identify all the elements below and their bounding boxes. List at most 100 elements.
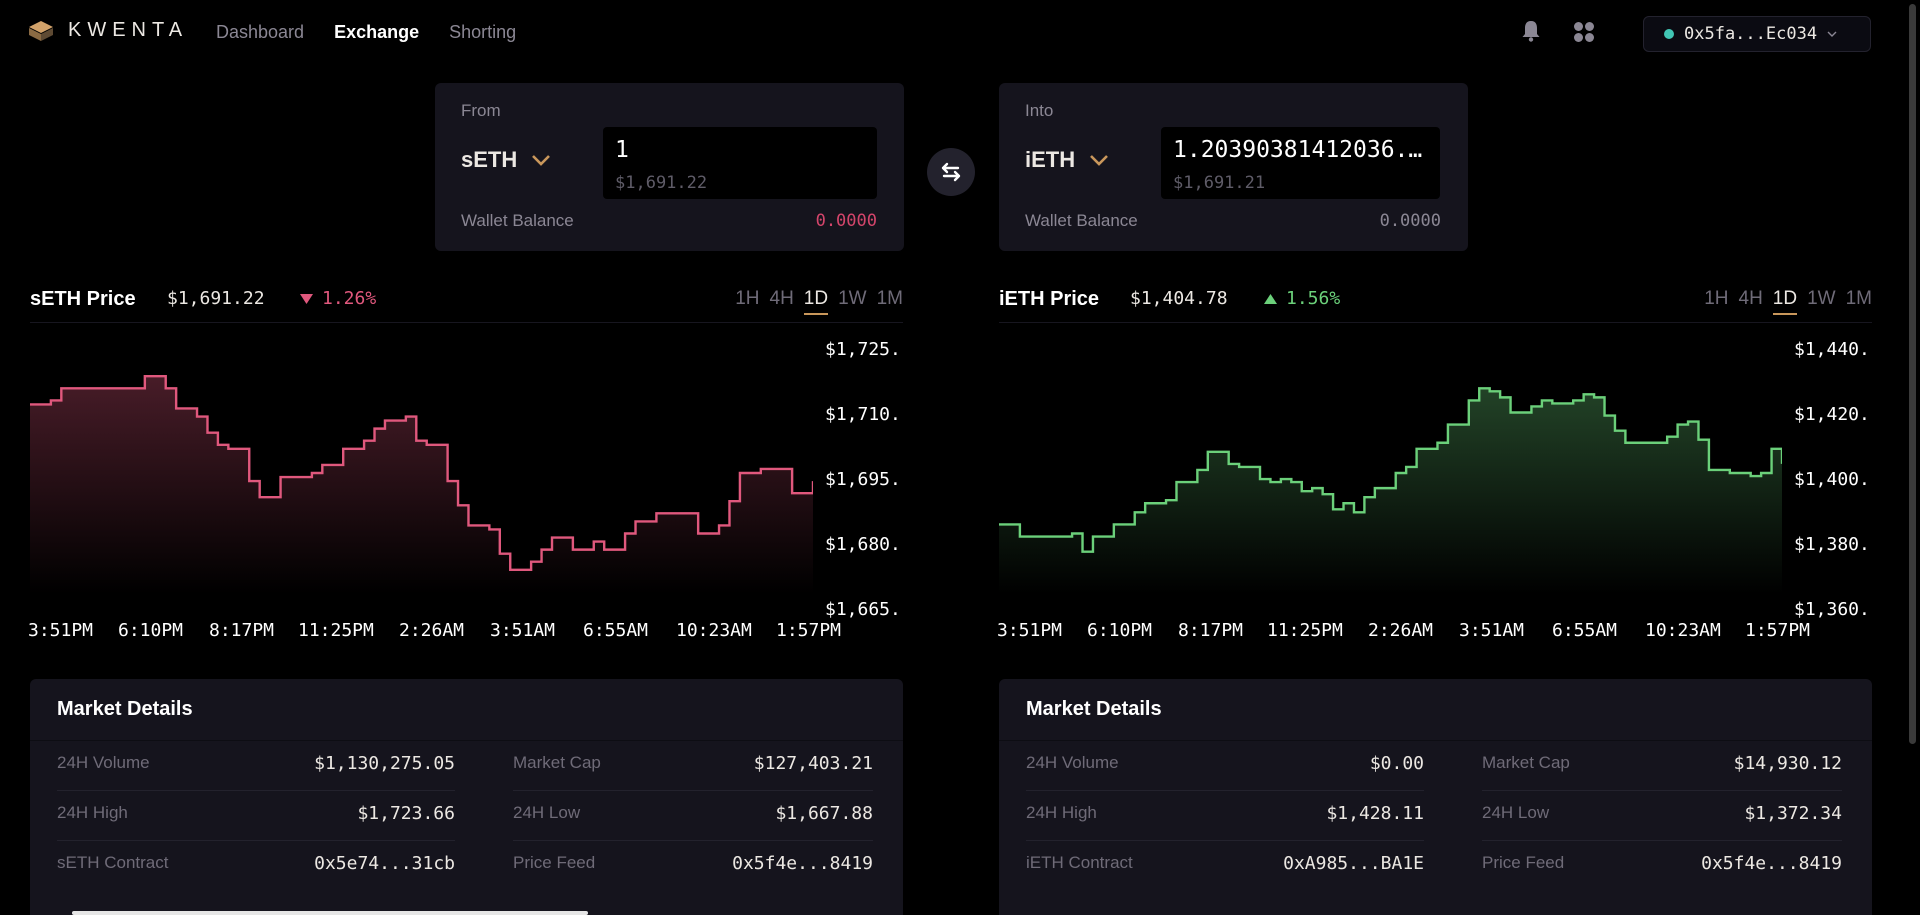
price-area	[30, 376, 813, 594]
chevron-down-icon	[1827, 31, 1837, 37]
ieth-price-header: iETH Price $1,404.78 1.56% 1H 4H 1D 1W 1…	[999, 288, 1872, 322]
ieth-market-details: Market Details 24H Volume $0.00 Market Cap…	[999, 679, 1872, 915]
nav-link-shorting[interactable]: Shorting	[449, 22, 517, 42]
detail-label: Market Cap	[513, 753, 601, 772]
row-divider	[57, 790, 455, 791]
into-label: Into	[1025, 101, 1054, 120]
tab-1h[interactable]: 1H	[1704, 288, 1729, 309]
seth-change-value: 1.26%	[322, 288, 377, 309]
detail-label: 24H Volume	[1026, 753, 1119, 772]
price-line	[30, 375, 813, 571]
x-tick-label: 1:57PM	[776, 620, 842, 641]
ieth-change-value: 1.56%	[1286, 288, 1341, 309]
x-tick-label: 3:51AM	[490, 620, 556, 641]
into-token-select[interactable]: iETH	[1025, 147, 1109, 173]
from-card: From sETH 1 $1,691.22 Wallet Balance 0.0…	[435, 83, 904, 251]
seth-price-title: sETH Price	[30, 288, 136, 310]
divider	[999, 740, 1872, 741]
tab-1m[interactable]: 1M	[876, 288, 903, 309]
y-tick-label: $1,725.	[825, 339, 901, 360]
kwenta-logo-icon	[29, 20, 53, 41]
detail-value: 0x5f4e...8419	[732, 853, 873, 874]
market-details-title: Market Details	[57, 698, 193, 720]
into-amount-field[interactable]: 1.20390381412036... $1,691.21	[1161, 127, 1440, 199]
apps-grid-icon[interactable]	[1573, 21, 1595, 43]
chevron-down-icon	[532, 155, 551, 166]
into-wallet-balance-label: Wallet Balance	[1025, 211, 1138, 230]
wallet-button[interactable]: 0x5fa...Ec034	[1643, 16, 1871, 52]
detail-row: 24H Low $1,372.34	[1482, 791, 1842, 841]
seth-header-divider	[30, 322, 903, 323]
detail-row: Price Feed 0x5f4e...8419	[1482, 841, 1842, 891]
wallet-address: 0x5fa...Ec034	[1684, 24, 1818, 44]
seth-price-chart[interactable]	[30, 332, 813, 594]
seth-period-tabs: 1H 4H 1D 1W 1M	[735, 288, 903, 315]
y-tick-label: $1,710.	[825, 404, 901, 425]
from-amount-field[interactable]: 1 $1,691.22	[603, 127, 877, 199]
x-tick-label: 3:51PM	[997, 620, 1063, 641]
tab-4h[interactable]: 4H	[769, 288, 794, 309]
detail-label: 24H High	[57, 803, 128, 822]
seth-market-details: Market Details 24H Volume $1,130,275.05 Ma…	[30, 679, 903, 915]
bell-icon[interactable]	[1521, 20, 1541, 42]
x-tick-label: 3:51AM	[1459, 620, 1525, 641]
scrollbar-thumb[interactable]	[1909, 4, 1916, 744]
x-tick-label: 1:57PM	[1745, 620, 1811, 641]
detail-label: 24H High	[1026, 803, 1097, 822]
detail-value: $1,723.66	[357, 803, 455, 824]
vertical-scrollbar[interactable]	[1905, 0, 1920, 915]
y-tick-label: $1,665.	[825, 599, 901, 620]
y-tick-label: $1,380.	[1794, 534, 1870, 555]
tab-1d[interactable]: 1D	[1772, 288, 1798, 315]
tab-1h[interactable]: 1H	[735, 288, 760, 309]
tab-4h[interactable]: 4H	[1738, 288, 1763, 309]
chevron-down-icon	[1090, 155, 1109, 166]
nav-links: Dashboard Exchange Shorting	[216, 22, 516, 43]
tab-1w[interactable]: 1W	[1807, 288, 1836, 309]
x-tick-label: 10:23AM	[676, 620, 752, 641]
detail-row: 24H Low $1,667.88	[513, 791, 873, 841]
swap-direction-button[interactable]	[927, 148, 975, 196]
x-tick-label: 11:25PM	[298, 620, 374, 641]
x-tick-label: 10:23AM	[1645, 620, 1721, 641]
row-divider	[57, 840, 455, 841]
nav-link-dashboard[interactable]: Dashboard	[216, 22, 305, 42]
detail-row: Market Cap $127,403.21	[513, 741, 873, 791]
tab-1w[interactable]: 1W	[838, 288, 867, 309]
seth-price-header: sETH Price $1,691.22 1.26% 1H 4H 1D 1W 1…	[30, 288, 903, 322]
triangle-up-icon	[1264, 293, 1277, 304]
ieth-price-change: 1.56%	[1264, 288, 1340, 309]
row-divider	[1482, 840, 1842, 841]
horizontal-scrollbar[interactable]	[72, 911, 588, 915]
ieth-period-tabs: 1H 4H 1D 1W 1M	[1704, 288, 1872, 315]
y-tick-label: $1,360.	[1794, 599, 1870, 620]
detail-value: 0x5f4e...8419	[1701, 853, 1842, 874]
x-tick-label: 11:25PM	[1267, 620, 1343, 641]
seth-price-value: $1,691.22	[167, 288, 265, 309]
x-tick-label: 2:26AM	[399, 620, 465, 641]
detail-row: 24H Volume $0.00	[1026, 741, 1424, 791]
kwenta-logo[interactable]: KWENTA	[28, 19, 188, 42]
swap-arrows-icon	[941, 162, 961, 182]
from-label: From	[461, 101, 501, 120]
row-divider	[1026, 840, 1424, 841]
price-area	[999, 388, 1782, 594]
detail-row: iETH Contract 0xA985...BA1E	[1026, 841, 1424, 891]
from-token-select[interactable]: sETH	[461, 147, 551, 173]
from-amount-value[interactable]: 1	[615, 137, 629, 163]
tab-1d[interactable]: 1D	[803, 288, 829, 315]
detail-value: $0.00	[1369, 753, 1424, 774]
x-tick-label: 6:10PM	[1087, 620, 1153, 641]
ieth-price-value: $1,404.78	[1130, 288, 1228, 309]
detail-row: Price Feed 0x5f4e...8419	[513, 841, 873, 891]
tab-1m[interactable]: 1M	[1845, 288, 1872, 309]
into-amount-value[interactable]: 1.20390381412036...	[1173, 137, 1435, 163]
seth-price-change: 1.26%	[300, 288, 376, 309]
connection-status-dot	[1664, 29, 1674, 39]
x-tick-label: 3:51PM	[28, 620, 94, 641]
detail-row: 24H Volume $1,130,275.05	[57, 741, 455, 791]
into-amount-usd: $1,691.21	[1173, 173, 1266, 193]
detail-row: 24H High $1,723.66	[57, 791, 455, 841]
nav-link-exchange[interactable]: Exchange	[334, 22, 420, 42]
ieth-price-chart[interactable]	[999, 332, 1782, 594]
